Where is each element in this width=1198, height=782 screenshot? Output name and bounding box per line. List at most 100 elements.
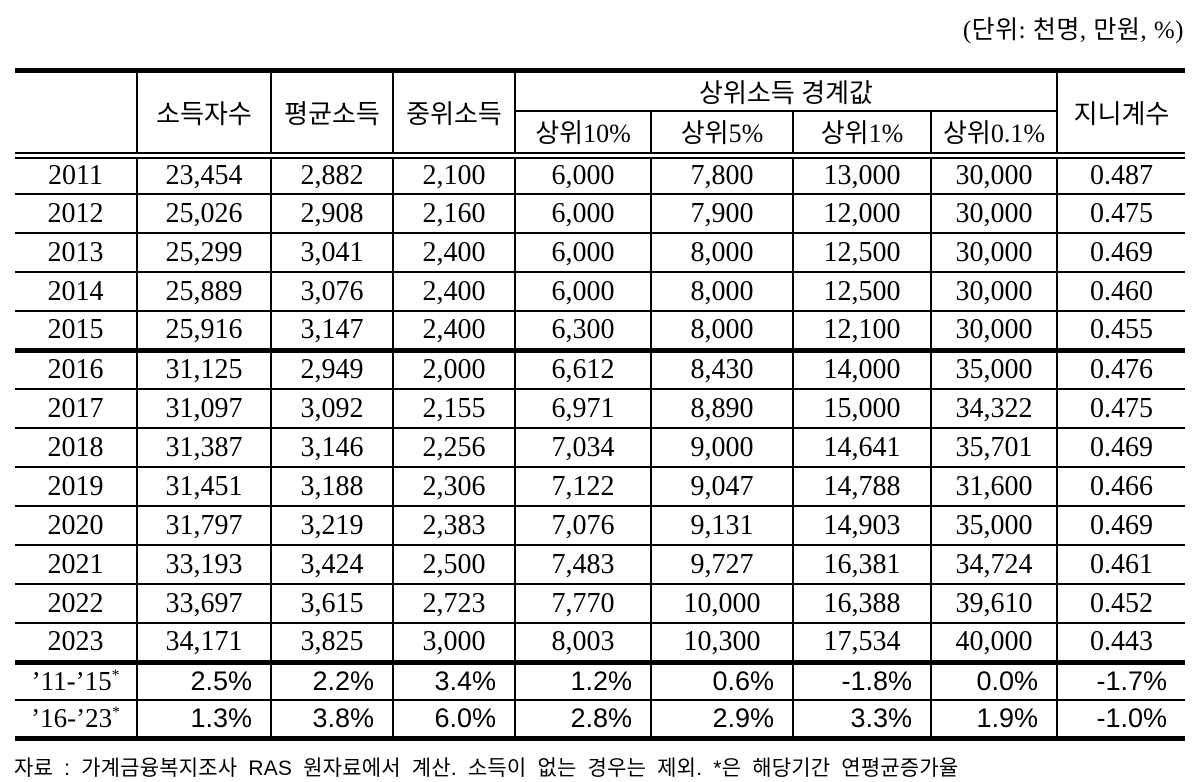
summary-value-cell: 2.8% xyxy=(514,699,651,738)
header-top0-1: 상위0.1% xyxy=(929,111,1058,155)
summary-value-cell: 2.2% xyxy=(270,661,393,700)
value-cell: 12,500 xyxy=(792,232,931,272)
header-median-income: 중위소득 xyxy=(392,70,515,155)
table-row: 2017 31,097 3,092 2,155 6,971 8,890 15,000 34,3… xyxy=(15,388,1186,428)
year-cell: 2012 xyxy=(15,193,137,233)
value-cell: 6,300 xyxy=(514,310,651,353)
value-cell: 6,000 xyxy=(514,193,651,233)
year-cell: 2017 xyxy=(15,388,137,428)
value-cell: 10,300 xyxy=(650,622,793,665)
value-cell: 33,697 xyxy=(136,583,271,623)
value-cell: 7,800 xyxy=(650,154,793,194)
summary-value-cell: 1.2% xyxy=(514,661,651,700)
value-cell: 2,000 xyxy=(392,349,515,389)
header-top1: 상위1% xyxy=(792,111,931,155)
value-cell: 0.469 xyxy=(1056,427,1186,467)
value-cell: 3,146 xyxy=(270,427,393,467)
table-row: 2011 23,454 2,882 2,100 6,000 7,800 13,000 30,0… xyxy=(15,154,1186,194)
header-row-top: 소득자수 평균소득 중위소득 상위소득 경계값 지니계수 xyxy=(15,70,1186,155)
summary-value-cell: -1.0% xyxy=(1056,699,1186,738)
year-cell: 2018 xyxy=(15,427,137,467)
unit-note: (단위: 천명, 만원, %) xyxy=(962,17,1184,44)
summary-label-cell: ’16-’23* xyxy=(15,699,137,738)
value-cell: 10,000 xyxy=(650,583,793,623)
value-cell: 7,076 xyxy=(514,505,651,545)
header-top5: 상위5% xyxy=(650,111,793,155)
header-row-sub: 상위10% 상위5% 상위1% 상위0.1% xyxy=(15,111,1185,155)
value-cell: 16,388 xyxy=(792,583,931,623)
value-cell: 0.475 xyxy=(1056,193,1186,233)
value-cell: 16,381 xyxy=(792,544,931,584)
summary-value-cell: 0.0% xyxy=(929,661,1058,700)
value-cell: 12,000 xyxy=(792,193,931,233)
value-cell: 2,256 xyxy=(392,427,515,467)
value-cell: 7,034 xyxy=(514,427,651,467)
year-cell: 2011 xyxy=(15,154,137,194)
summary-value-cell: -1.7% xyxy=(1056,661,1186,700)
value-cell: 7,900 xyxy=(650,193,793,233)
header-mean-income: 평균소득 xyxy=(270,70,393,155)
summary-value-cell: 0.6% xyxy=(650,661,793,700)
summary-value-cell: 2.5% xyxy=(136,661,271,700)
value-cell: 0.443 xyxy=(1056,622,1186,665)
header-gini: 지니계수 xyxy=(1056,70,1186,155)
value-cell: 31,097 xyxy=(136,388,271,428)
value-cell: 30,000 xyxy=(929,271,1058,311)
value-cell: 3,076 xyxy=(270,271,393,311)
year-cell: 2014 xyxy=(15,271,137,311)
year-cell: 2023 xyxy=(15,622,137,665)
value-cell: 9,727 xyxy=(650,544,793,584)
value-cell: 39,610 xyxy=(929,583,1058,623)
value-cell: 3,000 xyxy=(392,622,515,665)
value-cell: 31,451 xyxy=(136,466,271,506)
value-cell: 35,000 xyxy=(929,505,1058,545)
table-row: 2016 31,125 2,949 2,000 6,612 8,430 14,000 35,0… xyxy=(15,349,1186,389)
table-row: 2023 34,171 3,825 3,000 8,003 10,300 17,534 40,… xyxy=(15,622,1186,665)
value-cell: 0.460 xyxy=(1056,271,1186,311)
value-cell: 31,600 xyxy=(929,466,1058,506)
year-cell: 2013 xyxy=(15,232,137,272)
table-row: 2019 31,451 3,188 2,306 7,122 9,047 14,788 31,6… xyxy=(15,466,1186,506)
year-cell: 2021 xyxy=(15,544,137,584)
value-cell: 25,026 xyxy=(136,193,271,233)
value-cell: 2,882 xyxy=(270,154,393,194)
value-cell: 30,000 xyxy=(929,154,1058,194)
table-row: 2015 25,916 3,147 2,400 6,300 8,000 12,100 30,0… xyxy=(15,310,1186,353)
value-cell: 6,971 xyxy=(514,388,651,428)
value-cell: 25,889 xyxy=(136,271,271,311)
year-cell: 2015 xyxy=(15,310,137,353)
value-cell: 31,125 xyxy=(136,349,271,389)
value-cell: 2,908 xyxy=(270,193,393,233)
header-income-earners: 소득자수 xyxy=(136,70,271,155)
value-cell: 0.455 xyxy=(1056,310,1186,353)
value-cell: 12,500 xyxy=(792,271,931,311)
table-header: 소득자수 평균소득 중위소득 상위소득 경계값 지니계수 상위10% 상위5% … xyxy=(15,70,1186,155)
value-cell: 8,000 xyxy=(650,271,793,311)
value-cell: 34,171 xyxy=(136,622,271,665)
value-cell: 0.469 xyxy=(1056,232,1186,272)
value-cell: 12,100 xyxy=(792,310,931,353)
value-cell: 35,000 xyxy=(929,349,1058,389)
value-cell: 14,903 xyxy=(792,505,931,545)
value-cell: 8,000 xyxy=(650,310,793,353)
value-cell: 6,000 xyxy=(514,154,651,194)
year-cell: 2016 xyxy=(15,349,137,389)
value-cell: 40,000 xyxy=(929,622,1058,665)
value-cell: 31,387 xyxy=(136,427,271,467)
value-cell: 6,000 xyxy=(514,271,651,311)
summary-value-cell: 3.8% xyxy=(270,699,393,738)
year-cell: 2019 xyxy=(15,466,137,506)
value-cell: 8,000 xyxy=(650,232,793,272)
value-cell: 14,788 xyxy=(792,466,931,506)
value-cell: 7,770 xyxy=(514,583,651,623)
summary-label-superscript: * xyxy=(111,667,120,685)
value-cell: 2,949 xyxy=(270,349,393,389)
value-cell: 2,306 xyxy=(392,466,515,506)
value-cell: 0.469 xyxy=(1056,505,1186,545)
header-top-income-thresholds-group: 상위소득 경계값 xyxy=(513,70,1058,112)
value-cell: 35,701 xyxy=(929,427,1058,467)
value-cell: 0.476 xyxy=(1056,349,1186,389)
summary-value-cell: 6.0% xyxy=(392,699,515,738)
value-cell: 23,454 xyxy=(136,154,271,194)
